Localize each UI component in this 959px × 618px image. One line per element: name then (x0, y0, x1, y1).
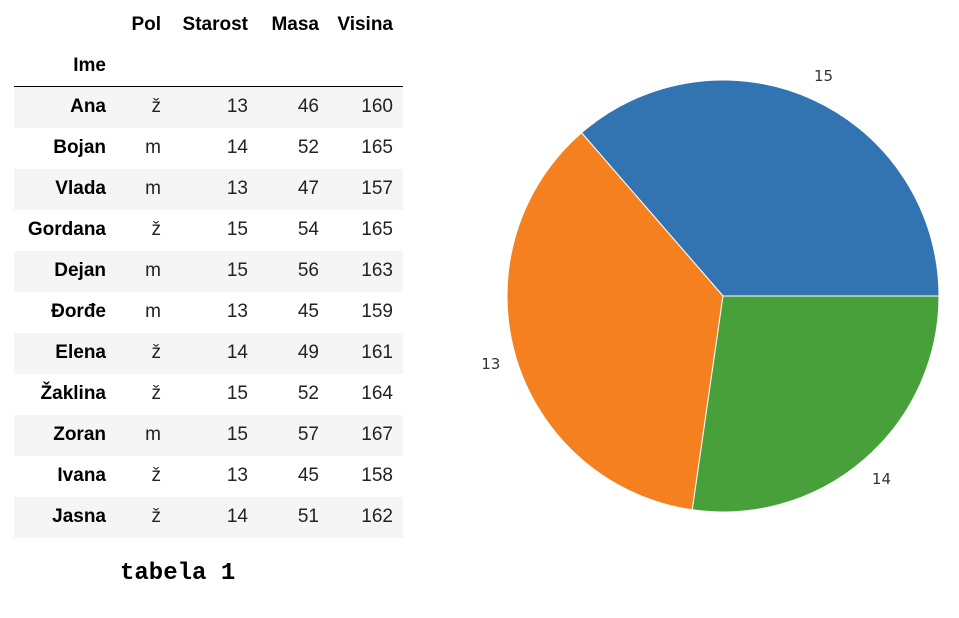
column-header-starost: Starost (182, 13, 248, 35)
cell-pol: ž (151, 506, 162, 527)
row-index-name: Gordana (27, 219, 106, 240)
pie-slice-13 (506, 132, 724, 511)
pie-label-15: 15 (814, 67, 833, 85)
table-row: Ivana ž 13 45 158 (14, 456, 403, 497)
table-row: Vlada m 13 47 157 (14, 168, 403, 210)
cell-pol: m (145, 260, 161, 281)
cell-masa: 47 (297, 178, 319, 199)
students-table: Pol Starost Masa Visina Ime Ana ž 13 46 160 B… (14, 4, 403, 538)
cell-masa: 54 (297, 219, 319, 240)
cell-starost: 13 (226, 301, 248, 322)
table-row: Đorđe m 13 45 159 (14, 292, 403, 333)
row-index-name: Ana (70, 96, 106, 118)
cell-masa: 52 (297, 383, 319, 404)
cell-pol: ž (151, 96, 162, 118)
table-row: Dejan m 15 56 163 (14, 250, 403, 292)
table-row: Gordana ž 15 54 165 (14, 210, 403, 251)
cell-pol: ž (151, 219, 162, 240)
cell-pol: ž (151, 465, 162, 486)
cell-masa: 56 (297, 260, 319, 281)
column-header-pol: Pol (131, 13, 161, 35)
cell-starost: 14 (226, 137, 248, 158)
cell-starost: 14 (226, 506, 248, 527)
pie-slice-14 (691, 295, 940, 513)
row-index-name: Vlada (55, 178, 106, 199)
cell-starost: 13 (226, 465, 248, 486)
table-body: Ana ž 13 46 160 Bojan m 14 52 165 Vlada m 13 47 157 Gor… (14, 86, 403, 538)
row-index-name: Jasna (52, 506, 106, 527)
pie-chart: 15 13 14 (481, 67, 940, 513)
pie-label-14: 14 (872, 470, 891, 488)
table-row: Jasna ž 14 51 162 (14, 496, 403, 538)
cell-masa: 51 (297, 506, 319, 527)
row-index-name: Elena (55, 342, 106, 363)
cell-masa: 45 (297, 465, 319, 486)
cell-starost: 15 (226, 424, 248, 445)
cell-pol: m (145, 424, 161, 445)
cell-visina: 165 (361, 219, 393, 240)
row-index-name: Žaklina (40, 383, 106, 404)
cell-starost: 13 (226, 96, 248, 118)
cell-visina: 157 (361, 178, 393, 199)
cell-starost: 13 (226, 178, 248, 199)
column-header-row: Pol Starost Masa Visina (14, 4, 403, 45)
cell-starost: 15 (226, 260, 248, 281)
table-row: Ana ž 13 46 160 (14, 86, 403, 128)
row-index-name: Zoran (53, 424, 106, 445)
cell-masa: 45 (297, 301, 319, 322)
pie-slice-15 (580, 79, 940, 297)
cell-masa: 52 (297, 137, 319, 158)
cell-visina: 160 (361, 96, 393, 118)
cell-visina: 161 (361, 342, 393, 363)
cell-pol: m (145, 137, 161, 158)
corner-cell (14, 4, 116, 45)
cell-visina: 167 (361, 424, 393, 445)
row-index-name: Đorđe (51, 301, 106, 322)
cell-starost: 15 (226, 383, 248, 404)
table-row: Žaklina ž 15 52 164 (14, 374, 403, 415)
cell-masa: 49 (297, 342, 319, 363)
table-row: Zoran m 15 57 167 (14, 414, 403, 456)
cell-starost: 14 (226, 342, 248, 363)
table-caption: tabela 1 (120, 560, 236, 587)
row-index-name: Dejan (54, 260, 106, 281)
table-row: Bojan m 14 52 165 (14, 128, 403, 169)
cell-pol: m (145, 301, 161, 322)
cell-visina: 165 (361, 137, 393, 158)
cell-masa: 57 (297, 424, 319, 445)
column-header-masa: Masa (271, 13, 319, 35)
cell-pol: m (145, 178, 161, 199)
index-header-row: Ime (14, 45, 403, 87)
pie-label-13: 13 (481, 355, 500, 373)
cell-masa: 46 (297, 96, 319, 118)
cell-visina: 164 (361, 383, 393, 404)
cell-visina: 159 (361, 301, 393, 322)
row-index-name: Bojan (53, 137, 106, 158)
index-name-header: Ime (14, 45, 116, 87)
data-table-container: Pol Starost Masa Visina Ime Ana ž 13 46 160 B… (14, 4, 403, 538)
cell-starost: 15 (226, 219, 248, 240)
cell-pol: ž (151, 342, 162, 363)
column-header-visina: Visina (337, 13, 393, 35)
cell-pol: ž (151, 383, 162, 404)
row-index-name: Ivana (57, 465, 106, 486)
cell-visina: 163 (361, 260, 393, 281)
cell-visina: 162 (361, 506, 393, 527)
cell-visina: 158 (361, 465, 393, 486)
table-row: Elena ž 14 49 161 (14, 332, 403, 374)
